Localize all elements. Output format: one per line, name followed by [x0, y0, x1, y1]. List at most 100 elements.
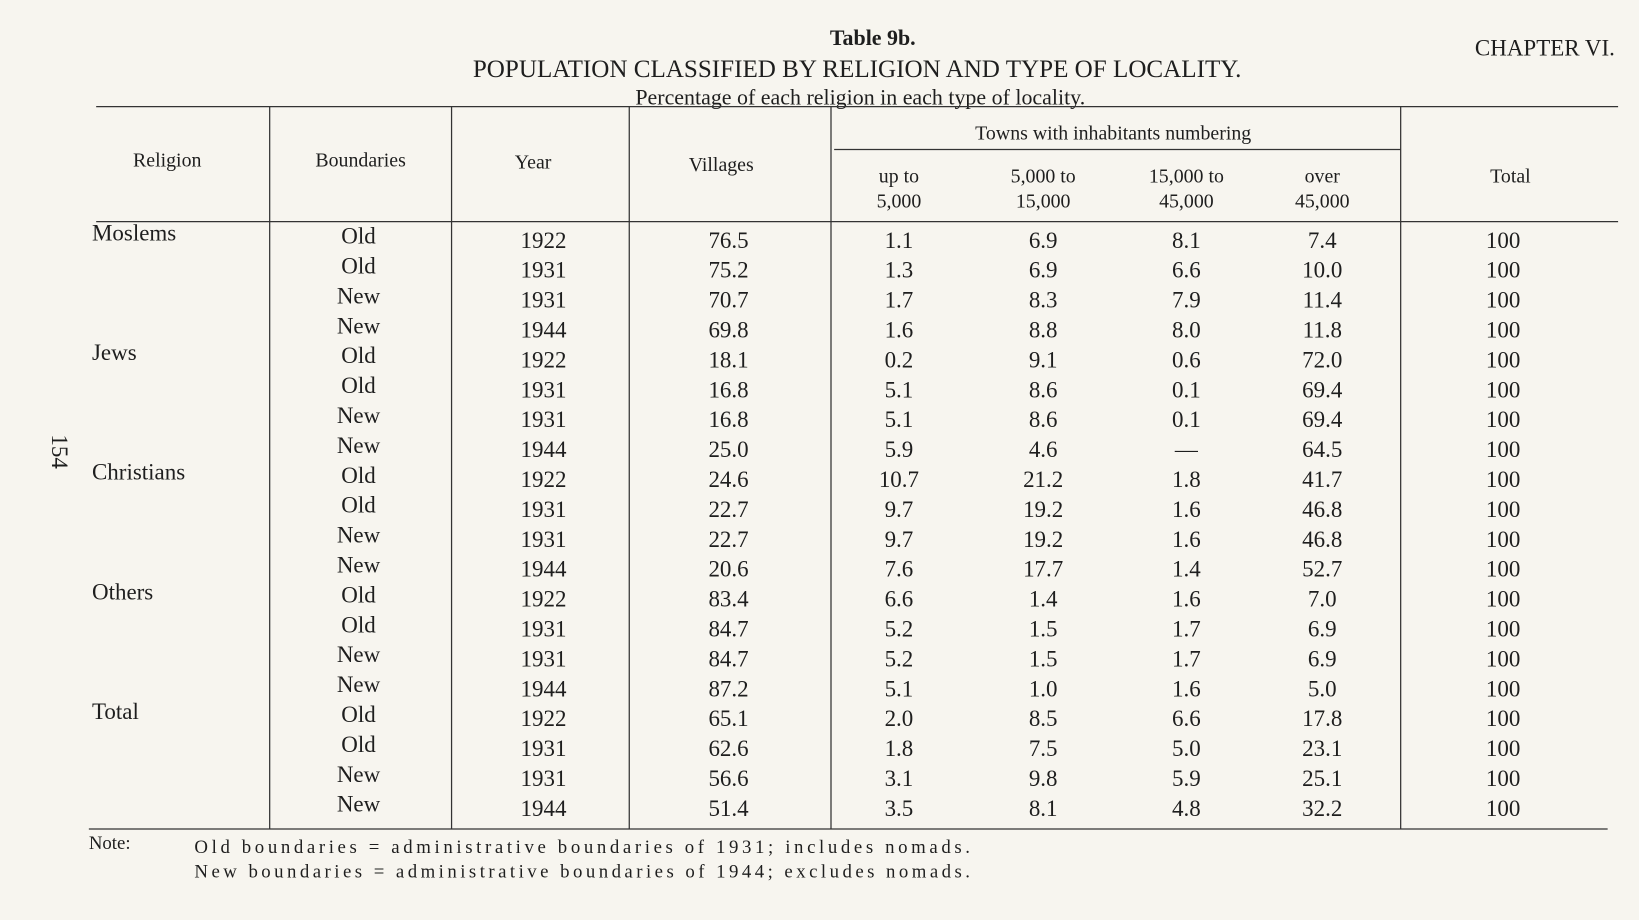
table-cell: 25.1 [1302, 766, 1342, 791]
religion-label: Jews [92, 340, 137, 365]
table-cell: 84.7 [708, 646, 748, 671]
table-cell: 1931 [521, 646, 567, 671]
table-cell: 76.5 [708, 228, 748, 253]
table-cell: 100 [1486, 288, 1520, 313]
boundary-cell: Old [341, 612, 376, 637]
table-cell: 100 [1486, 437, 1520, 462]
table-cell: 5.0 [1308, 676, 1337, 701]
table-cell: 0.2 [885, 347, 914, 372]
table-cell: 84.7 [708, 617, 748, 642]
boundary-cell: New [337, 433, 381, 458]
table-cell: 100 [1486, 228, 1520, 253]
column-header: over [1305, 165, 1341, 187]
table-cell: 9.7 [885, 497, 914, 522]
boundary-cell: New [337, 283, 381, 308]
table-cell: 70.7 [708, 288, 748, 313]
table-cell: 100 [1486, 407, 1520, 432]
table-title: POPULATION CLASSIFIED BY RELIGION AND TY… [473, 56, 1242, 83]
table-cell: 1.8 [1172, 467, 1201, 492]
boundary-cell: Old [341, 493, 376, 518]
table-cell: 100 [1486, 347, 1520, 372]
boundary-cell: Old [341, 373, 376, 398]
table-cell: 87.2 [708, 676, 748, 701]
table-cell: 7.6 [885, 557, 914, 582]
table-cell: 2.0 [885, 706, 914, 731]
note-line: Old boundaries = administrative boundari… [194, 837, 970, 858]
table-cell: 100 [1486, 467, 1520, 492]
table-cell: 7.5 [1029, 736, 1058, 761]
table-cell: 8.3 [1029, 288, 1058, 313]
table-cell: 1922 [521, 347, 567, 372]
table-cell: 5.1 [885, 377, 914, 402]
table-cell: 1.6 [885, 318, 914, 343]
table-cell: 1922 [521, 706, 567, 731]
table-cell: 1931 [521, 497, 567, 522]
table-cell: 8.0 [1172, 318, 1201, 343]
table-cell: 1.4 [1029, 587, 1058, 612]
boundary-cell: Old [341, 224, 376, 249]
table-cell: 1944 [521, 796, 567, 821]
table-cell: 100 [1486, 617, 1520, 642]
note-label: Note: [89, 833, 131, 854]
table-cell: 56.6 [708, 766, 748, 791]
table-cell: 16.8 [708, 377, 748, 402]
table-cell: 1.7 [885, 288, 914, 313]
table-cell: 46.8 [1302, 497, 1342, 522]
column-header: Boundaries [315, 150, 406, 172]
boundary-cell: Old [341, 254, 376, 279]
table-cell: 1.7 [1172, 617, 1201, 642]
table-cell: 65.1 [708, 706, 748, 731]
chapter: CHAPTER VI. [1475, 35, 1615, 60]
column-header: 45,000 [1159, 190, 1214, 212]
table-cell: 62.6 [708, 736, 748, 761]
table-cell: 7.9 [1172, 288, 1201, 313]
table-cell: 0.6 [1172, 347, 1201, 372]
note-line: New boundaries = administrative boundari… [194, 861, 970, 882]
column-header: 15,000 [1016, 190, 1071, 212]
table-cell: 0.1 [1172, 407, 1201, 432]
table-cell: 1931 [521, 766, 567, 791]
table-cell: 18.1 [708, 347, 748, 372]
religion-label: Christians [92, 460, 185, 485]
column-header: up to [879, 165, 919, 187]
column-header: 15,000 to [1149, 165, 1224, 187]
table-cell: 1922 [521, 587, 567, 612]
table-cell: 5.0 [1172, 736, 1201, 761]
table-cell: 16.8 [708, 407, 748, 432]
table-cell: 100 [1486, 706, 1520, 731]
boundary-cell: New [337, 642, 381, 667]
table-cell: 8.8 [1029, 318, 1058, 343]
table-cell: 5.9 [885, 437, 914, 462]
boundary-cell: Old [341, 702, 376, 727]
boundary-cell: New [337, 523, 381, 548]
table-cell: 69.4 [1302, 407, 1343, 432]
boundary-cell: Old [341, 463, 376, 488]
table-cell: 20.6 [708, 557, 748, 582]
table-cell: 1944 [521, 437, 567, 462]
table-cell: 6.9 [1029, 228, 1058, 253]
table-cell: 6.9 [1308, 646, 1337, 671]
table-cell: 72.0 [1302, 347, 1342, 372]
table-cell: 22.7 [708, 527, 748, 552]
table-cell: 4.6 [1029, 437, 1058, 462]
table-cell: 51.4 [708, 796, 749, 821]
table-cell: 1931 [521, 377, 567, 402]
table-cell: 1922 [521, 228, 567, 253]
table-cell: 9.8 [1029, 766, 1058, 791]
table-cell: 1.7 [1172, 646, 1201, 671]
column-header: 5,000 [877, 190, 922, 212]
table-cell: 17.8 [1302, 706, 1342, 731]
boundary-cell: Old [341, 343, 376, 368]
column-header: Total [1490, 165, 1531, 187]
boundary-cell: Old [341, 732, 376, 757]
column-header: 45,000 [1295, 190, 1350, 212]
boundary-cell: New [337, 672, 381, 697]
table-cell: 52.7 [1302, 557, 1342, 582]
table-cell: 100 [1486, 527, 1520, 552]
table-cell: 22.7 [708, 497, 748, 522]
table-cell: 4.8 [1172, 796, 1201, 821]
page-number: 154 [47, 434, 72, 469]
table-cell: 21.2 [1023, 467, 1063, 492]
table-cell: 3.1 [885, 766, 914, 791]
